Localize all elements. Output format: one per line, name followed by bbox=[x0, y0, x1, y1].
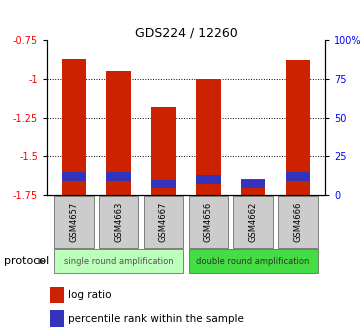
Text: GSM4667: GSM4667 bbox=[159, 202, 168, 242]
FancyBboxPatch shape bbox=[278, 196, 318, 248]
FancyBboxPatch shape bbox=[234, 196, 273, 248]
Text: single round amplification: single round amplification bbox=[64, 257, 174, 266]
FancyBboxPatch shape bbox=[188, 196, 228, 248]
FancyBboxPatch shape bbox=[54, 249, 183, 274]
Text: GSM4663: GSM4663 bbox=[114, 202, 123, 242]
Bar bbox=[196, 175, 221, 184]
Text: GSM4656: GSM4656 bbox=[204, 202, 213, 242]
Bar bbox=[61, 59, 86, 195]
Bar bbox=[50, 310, 64, 327]
Text: percentile rank within the sample: percentile rank within the sample bbox=[68, 314, 244, 324]
Bar bbox=[286, 60, 310, 195]
Bar bbox=[106, 172, 131, 180]
Bar bbox=[50, 287, 64, 303]
FancyBboxPatch shape bbox=[54, 196, 93, 248]
Bar bbox=[151, 180, 176, 188]
Bar bbox=[151, 107, 176, 195]
Text: GSM4657: GSM4657 bbox=[69, 202, 78, 242]
FancyBboxPatch shape bbox=[99, 196, 138, 248]
Bar bbox=[241, 180, 265, 188]
Bar bbox=[61, 172, 86, 180]
Bar bbox=[241, 179, 265, 195]
Bar bbox=[196, 79, 221, 195]
Text: log ratio: log ratio bbox=[68, 290, 111, 300]
Bar bbox=[106, 71, 131, 195]
Text: GSM4666: GSM4666 bbox=[293, 202, 303, 242]
Text: double round amplification: double round amplification bbox=[196, 257, 310, 266]
Bar bbox=[286, 172, 310, 180]
FancyBboxPatch shape bbox=[188, 249, 318, 274]
Text: GSM4662: GSM4662 bbox=[249, 202, 258, 242]
FancyBboxPatch shape bbox=[144, 196, 183, 248]
Text: protocol: protocol bbox=[4, 256, 49, 266]
Title: GDS224 / 12260: GDS224 / 12260 bbox=[135, 26, 237, 39]
